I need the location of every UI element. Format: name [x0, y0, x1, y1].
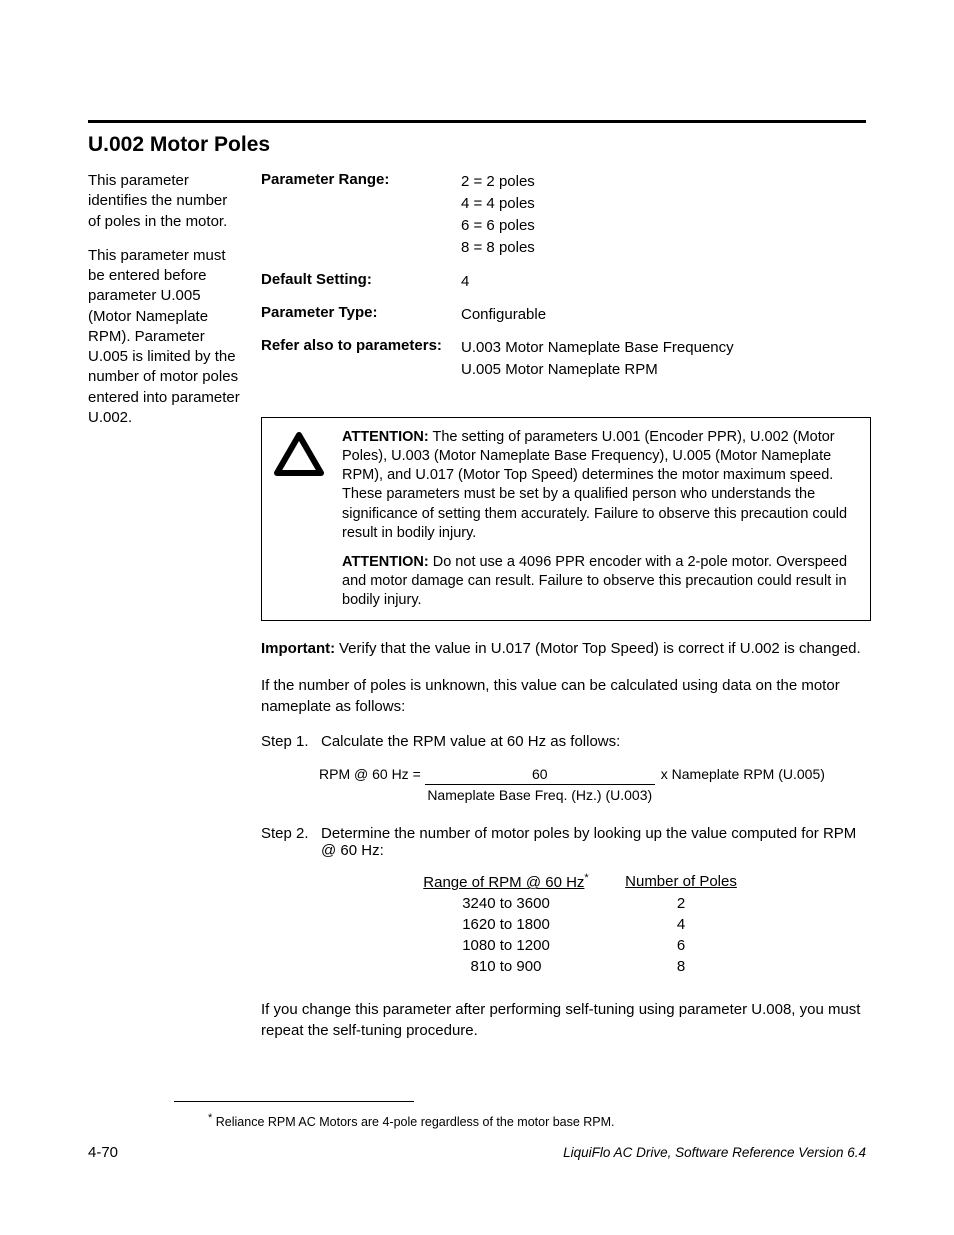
sidebar-p2: This parameter must be entered before pa… — [88, 246, 243, 428]
poles-range-2: 1080 to 1200 — [401, 935, 611, 956]
param-type-value: Configurable — [461, 304, 871, 325]
attention-text-1: The setting of parameters U.001 (Encoder… — [342, 429, 847, 541]
param-default-label: Default Setting: — [261, 271, 461, 292]
important-note: Important: Verify that the value in U.01… — [261, 639, 871, 659]
warning-triangle-icon — [274, 428, 328, 480]
sidebar-p1: This parameter identifies the number of … — [88, 171, 243, 232]
footnote-rule — [174, 1101, 414, 1102]
poles-count-0: 2 — [611, 893, 751, 914]
page-footer: 4-70 LiquiFlo AC Drive, Software Referen… — [88, 1144, 866, 1161]
step2-label: Step 2. — [261, 825, 321, 859]
footnote-marker-ref: * — [584, 872, 588, 884]
attention-label-1: ATTENTION: — [342, 429, 429, 445]
important-text: Verify that the value in U.017 (Motor To… — [339, 639, 861, 659]
poles-count-3: 8 — [611, 956, 751, 977]
section-rule — [88, 120, 866, 123]
table-row: 1620 to 1800 4 — [401, 914, 871, 935]
param-default-value: 4 — [461, 271, 871, 292]
attention-p2: ATTENTION: Do not use a 4096 PPR encoder… — [342, 553, 858, 610]
attention-box: ATTENTION: The setting of parameters U.0… — [261, 417, 871, 621]
refer-1: U.005 Motor Nameplate RPM — [461, 359, 871, 380]
section-title: U.002 Motor Poles — [88, 133, 866, 157]
rpm-formula: RPM @ 60 Hz = 60 Nameplate Base Freq. (H… — [261, 766, 871, 803]
formula-denominator: Nameplate Base Freq. (Hz.) (U.003) — [425, 785, 655, 803]
formula-lhs: RPM @ 60 Hz = — [319, 766, 425, 782]
table-row: 810 to 900 8 — [401, 956, 871, 977]
poles-lookup-table: Range of RPM @ 60 Hz* Number of Poles 32… — [261, 871, 871, 977]
range-opt-3: 8 = 8 poles — [461, 237, 871, 258]
document-reference: LiquiFlo AC Drive, Software Reference Ve… — [563, 1145, 866, 1160]
page-number: 4-70 — [88, 1144, 118, 1161]
sidebar-description: This parameter identifies the number of … — [88, 171, 243, 1041]
attention-label-2: ATTENTION: — [342, 554, 429, 570]
param-refer-value: U.003 Motor Nameplate Base Frequency U.0… — [461, 337, 871, 381]
step-1: Step 1. Calculate the RPM value at 60 Hz… — [261, 733, 871, 750]
refer-0: U.003 Motor Nameplate Base Frequency — [461, 337, 871, 358]
poles-count-2: 6 — [611, 935, 751, 956]
poles-count-1: 4 — [611, 914, 751, 935]
param-range-label: Parameter Range: — [261, 171, 461, 259]
poles-header-range: Range of RPM @ 60 Hz* — [401, 871, 611, 893]
param-range-value: 2 = 2 poles 4 = 4 poles 6 = 6 poles 8 = … — [461, 171, 871, 259]
range-opt-1: 4 = 4 poles — [461, 193, 871, 214]
parameter-table: Parameter Range: 2 = 2 poles 4 = 4 poles… — [261, 171, 871, 381]
step2-text: Determine the number of motor poles by l… — [321, 825, 871, 859]
step1-label: Step 1. — [261, 733, 321, 750]
formula-numerator: 60 — [425, 766, 655, 785]
table-row: 3240 to 3600 2 — [401, 893, 871, 914]
range-opt-0: 2 = 2 poles — [461, 171, 871, 192]
poles-header-count: Number of Poles — [611, 871, 751, 893]
poles-range-1: 1620 to 1800 — [401, 914, 611, 935]
important-label: Important: — [261, 639, 339, 659]
formula-rhs: x Nameplate RPM (U.005) — [655, 766, 825, 782]
footnote: * Reliance RPM AC Motors are 4-pole rega… — [88, 1112, 866, 1129]
range-opt-2: 6 = 6 poles — [461, 215, 871, 236]
main-column: Parameter Range: 2 = 2 poles 4 = 4 poles… — [261, 171, 871, 1041]
step-2: Step 2. Determine the number of motor po… — [261, 825, 871, 859]
poles-range-0: 3240 to 3600 — [401, 893, 611, 914]
footnote-text: Reliance RPM AC Motors are 4-pole regard… — [212, 1116, 614, 1130]
param-type-label: Parameter Type: — [261, 304, 461, 325]
poles-range-3: 810 to 900 — [401, 956, 611, 977]
body-intro: If the number of poles is unknown, this … — [261, 675, 871, 717]
body-closing: If you change this parameter after perfo… — [261, 999, 871, 1041]
table-row: 1080 to 1200 6 — [401, 935, 871, 956]
attention-p1: ATTENTION: The setting of parameters U.0… — [342, 428, 858, 543]
param-refer-label: Refer also to parameters: — [261, 337, 461, 381]
step1-text: Calculate the RPM value at 60 Hz as foll… — [321, 733, 871, 750]
